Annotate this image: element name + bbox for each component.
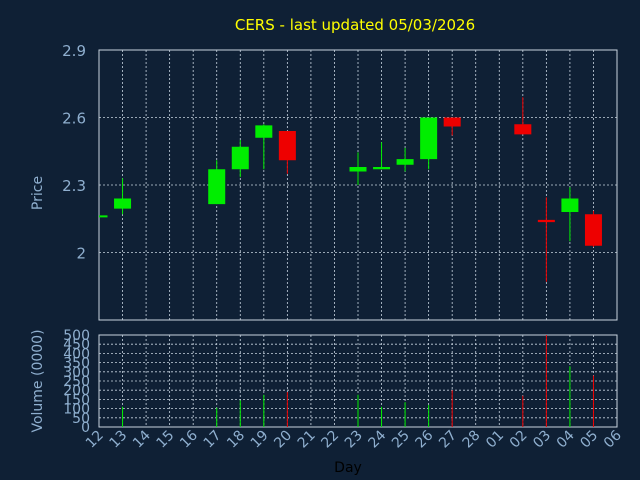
candle-body — [114, 198, 132, 209]
price-tick-label: 2.6 — [62, 110, 86, 128]
volume-tick-label: 350 — [63, 356, 90, 372]
volume-tick-label: 150 — [63, 392, 90, 408]
price-tick-label: 2 — [76, 245, 86, 263]
candle-body — [349, 167, 367, 172]
x-tick-label: 20 — [271, 428, 295, 452]
volume-tick-label: 300 — [63, 365, 90, 381]
volume-bars — [122, 335, 594, 427]
candle-body — [537, 219, 555, 223]
candle-body — [396, 159, 414, 165]
candle-body — [514, 124, 532, 135]
x-tick-label: 21 — [295, 428, 319, 452]
volume-tick-label: 100 — [63, 402, 90, 418]
volume-tick-label: 200 — [63, 383, 90, 399]
candle-body — [208, 169, 226, 205]
price-axis: 2.9 2.6 2.3 2 — [62, 42, 86, 263]
x-tick-label: 19 — [248, 428, 272, 452]
x-tick-label: 26 — [413, 427, 437, 451]
x-tick-label: 27 — [436, 428, 460, 452]
x-axis-label: Day — [334, 460, 362, 476]
candle-body — [584, 214, 602, 246]
x-tick-label: 03 — [530, 428, 554, 452]
price-tick-label: 2.3 — [62, 177, 86, 195]
volume-axis-label: Volume (0000) — [30, 329, 46, 432]
x-tick-label: 17 — [201, 428, 225, 452]
volume-tick-label: 450 — [63, 337, 90, 353]
volume-tick-label: 400 — [63, 346, 90, 362]
candle-body — [373, 167, 391, 170]
chart-title: CERS - last updated 05/03/2026 — [235, 16, 475, 34]
x-tick-label: 05 — [577, 428, 601, 452]
x-tick-label: 13 — [106, 428, 130, 452]
candle-body — [278, 131, 296, 161]
candles — [99, 97, 602, 282]
candle-body — [561, 198, 579, 212]
candle-body — [99, 215, 108, 218]
x-tick-label: 06 — [601, 427, 625, 451]
candle-body — [255, 125, 273, 138]
x-tick-label: 25 — [389, 428, 413, 452]
x-axis: 12 13 14 15 16 17 18 19 20 21 22 23 24 25 26 27 28 01 02 03… — [83, 427, 625, 451]
x-tick-label: 24 — [365, 427, 389, 451]
x-tick-label: 16 — [177, 427, 201, 451]
x-tick-label: 04 — [554, 427, 578, 451]
x-tick-label: 23 — [342, 428, 366, 452]
candle-body — [231, 146, 249, 170]
candle-body — [420, 117, 438, 160]
x-tick-label: 18 — [224, 428, 248, 452]
volume-tick-label: 50 — [72, 411, 90, 427]
x-tick-label: 15 — [154, 428, 178, 452]
x-tick-label: 02 — [507, 428, 531, 452]
x-tick-label: 01 — [483, 428, 507, 452]
candle-body — [443, 117, 461, 127]
price-axis-label: Price — [30, 176, 46, 210]
volume-tick-label: 500 — [63, 328, 90, 344]
x-tick-label: 28 — [460, 428, 484, 452]
volume-tick-label: 0 — [81, 420, 90, 436]
volume-tick-label: 250 — [63, 374, 90, 390]
price-tick-label: 2.9 — [62, 42, 86, 60]
x-tick-label: 22 — [318, 428, 342, 452]
x-tick-label: 14 — [130, 427, 154, 451]
